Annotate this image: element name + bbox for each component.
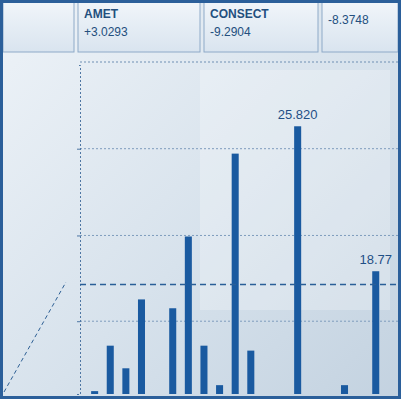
tick (77, 235, 80, 236)
ticker-name: CONSECT (210, 7, 269, 21)
data-label: 25.820 (278, 107, 318, 122)
tick-mark (77, 321, 80, 322)
ticker: -8.3748 (322, 0, 398, 52)
bar (91, 391, 98, 394)
bar (122, 368, 129, 394)
data-labels: 25.820 18.77 (278, 107, 392, 267)
tick-mark (77, 235, 80, 236)
ticker-box (204, 0, 318, 52)
ticker: CONSECT -9.2904 (204, 0, 318, 52)
grid-line (80, 321, 398, 322)
bar (200, 346, 207, 394)
bar (169, 308, 176, 394)
y-axis (77, 66, 81, 395)
grid-line (80, 148, 398, 149)
ticker-change: +3.0293 (84, 25, 128, 39)
reference-line (80, 284, 398, 286)
frame-line (80, 62, 398, 63)
tick (77, 321, 80, 322)
frame (2, 2, 400, 398)
ticker-change: -9.2904 (210, 25, 251, 39)
tick-mark (77, 149, 80, 150)
bar (185, 236, 192, 394)
bar (294, 126, 301, 394)
ticker-box (322, 0, 398, 52)
bar (372, 271, 379, 394)
ticker-box (3, 0, 74, 52)
marks (80, 126, 398, 394)
bar (341, 385, 348, 394)
tick (77, 149, 80, 150)
canvas: AMET +3.0293 CONSECT -9.2904 -8.3748 25.820 18… (0, 0, 401, 399)
bar (216, 385, 223, 394)
ticker: AMET +3.0293 (78, 0, 200, 52)
bar (138, 299, 145, 394)
bar (232, 154, 239, 394)
background (0, 0, 401, 399)
ticker-change: -8.3748 (328, 13, 369, 27)
axis-line (77, 66, 81, 395)
grid (80, 149, 398, 322)
ticker-box (78, 0, 200, 52)
ticker-name: AMET (84, 7, 119, 21)
bar (247, 351, 254, 394)
decor-line (4, 282, 66, 392)
data-label: 18.77 (359, 252, 392, 267)
bar (107, 346, 114, 394)
grid-line (80, 235, 398, 236)
